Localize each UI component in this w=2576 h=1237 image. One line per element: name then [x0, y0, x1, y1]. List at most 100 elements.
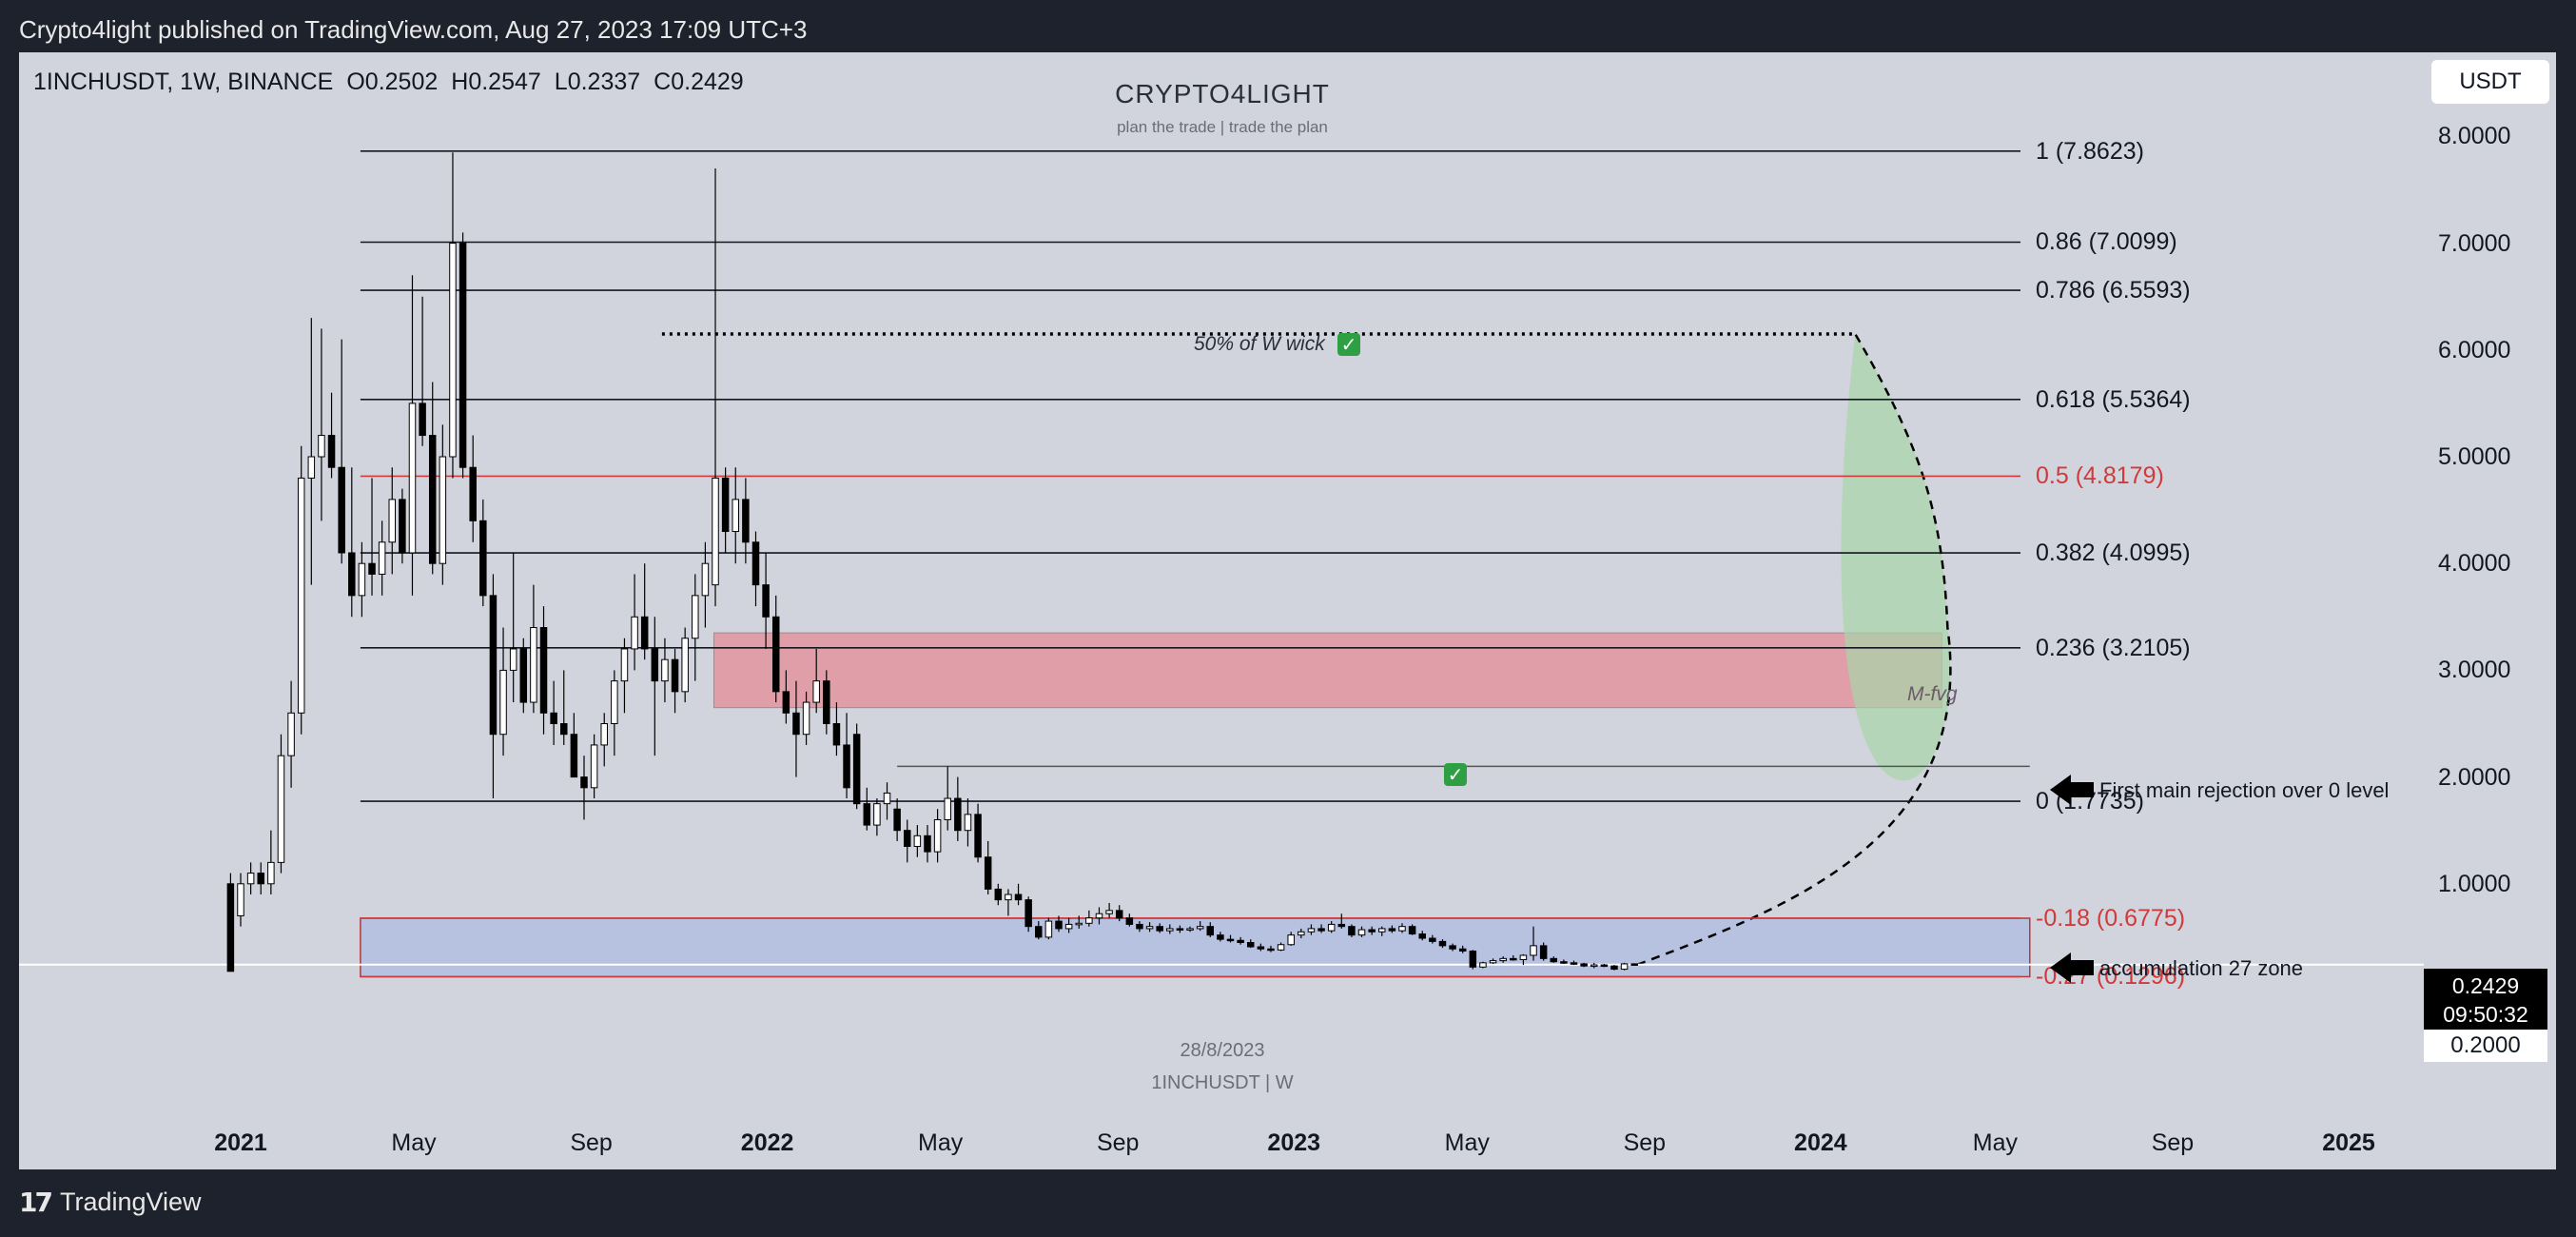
candle-body [388, 499, 397, 543]
candle-body [1570, 962, 1578, 965]
candle-body [1398, 926, 1406, 932]
fib-level-label: 0.86 (7.0099) [2036, 228, 2177, 256]
candle-body [903, 830, 911, 848]
candle-body [893, 808, 901, 832]
candle-body [1014, 893, 1023, 901]
candle-body [1408, 926, 1416, 935]
candle-body [611, 680, 618, 724]
candle-body [287, 712, 295, 756]
currency-button[interactable]: USDT [2431, 60, 2549, 104]
x-axis-tick-label: 2025 [2322, 1129, 2375, 1156]
publisher-caption: Crypto4light published on TradingView.co… [19, 15, 808, 44]
candle-body [307, 456, 316, 479]
candle-body [1580, 963, 1588, 967]
candle-body [600, 723, 608, 746]
candle-body [1298, 931, 1305, 936]
x-axis-tick-label: May [918, 1129, 964, 1156]
candle-body [1600, 964, 1609, 968]
candle-body [1337, 923, 1346, 928]
candle-body [399, 499, 406, 554]
candle-body [318, 435, 325, 458]
x-axis-tick-label: May [1972, 1129, 2019, 1156]
candle-body [246, 873, 255, 885]
y-axis-tick-label: 1.0000 [2438, 870, 2511, 897]
chart-panel[interactable] [19, 52, 2556, 1169]
candle-body [1035, 926, 1043, 938]
last-price-tag: 0.2429 09:50:32 [2424, 969, 2547, 1034]
candle-body [1438, 940, 1447, 947]
accumulation-annotation: accumulation 27 zone [2099, 956, 2304, 980]
candle-body [671, 658, 679, 693]
candle-body [257, 873, 264, 885]
candle-body [843, 744, 850, 789]
low-value: L0.2337 [554, 69, 641, 95]
candle-body [1196, 926, 1204, 930]
candle-body [742, 499, 750, 543]
brand-name: TradingView [59, 1188, 202, 1216]
candle-body [1186, 928, 1194, 931]
candle-body [1449, 945, 1456, 950]
candle-body [732, 499, 740, 533]
candle-body [640, 616, 649, 650]
candle-body [1105, 910, 1113, 914]
candle-body [692, 595, 699, 639]
candle-body [974, 814, 982, 858]
tradingview-brand[interactable]: 17 TradingView [19, 1187, 202, 1218]
round-price-tag: 0.2000 [2424, 1030, 2547, 1062]
candle-body [1075, 922, 1083, 926]
candle-body [1176, 928, 1184, 931]
candle-body [469, 466, 477, 521]
watermark-title: CRYPTO4LIGHT [1115, 79, 1330, 108]
y-axis-tick-label: 6.0000 [2438, 336, 2511, 363]
candle-body [1246, 942, 1255, 948]
candle-body [1025, 899, 1032, 928]
candle-body [762, 584, 770, 618]
candle-body [823, 680, 830, 724]
candle-body [863, 803, 871, 826]
projection-area [1637, 333, 1951, 965]
bar-countdown: 09:50:32 [2443, 1002, 2528, 1027]
candle-body [1458, 948, 1467, 952]
candle-body [701, 562, 710, 597]
candle-body [1539, 945, 1548, 959]
candle-body [489, 595, 498, 736]
candle-body [1499, 957, 1507, 962]
candle-body [1095, 913, 1103, 919]
candle-body [1590, 964, 1598, 968]
close-value: C0.2429 [654, 69, 744, 95]
candle-body [1287, 934, 1295, 946]
candle-body [1620, 963, 1629, 971]
candle-body [1519, 954, 1528, 960]
candle-body [1560, 961, 1568, 964]
tradingview-logo-icon: 17 [19, 1187, 53, 1218]
candle-body [913, 834, 922, 848]
candle-body [1277, 944, 1285, 951]
candle-body [419, 403, 426, 437]
candle-body [873, 803, 881, 826]
candle-body [1610, 965, 1618, 971]
ohlc-legend: 1INCHUSDT, 1W, BINANCE O0.2502 H0.2547 L0.2… [33, 69, 757, 96]
projection-curve [1636, 333, 1952, 966]
candle-body [226, 883, 235, 972]
fib-level-label: 0.786 (6.5593) [2036, 277, 2191, 304]
candle-body [378, 541, 386, 575]
fib-level-label: 1 (7.8623) [2036, 137, 2144, 165]
candle-body [338, 466, 345, 554]
candle-body [712, 477, 719, 586]
candle-body [1055, 920, 1063, 930]
candle-body [1145, 926, 1154, 930]
candle-body [1226, 938, 1235, 942]
x-axis-tick-label: May [391, 1129, 437, 1156]
candle-body [1156, 926, 1163, 932]
candle-body [883, 792, 891, 805]
y-axis-tick-label: 3.0000 [2438, 657, 2511, 684]
candle-body [964, 814, 972, 832]
fib-level-label: 0.382 (4.0995) [2036, 540, 2191, 567]
candle-body [327, 435, 336, 468]
candle-body [954, 797, 962, 832]
candle-body [933, 818, 942, 853]
arrow-left-icon [2050, 952, 2071, 983]
candle-body [1489, 960, 1497, 964]
candle-body [459, 243, 467, 468]
